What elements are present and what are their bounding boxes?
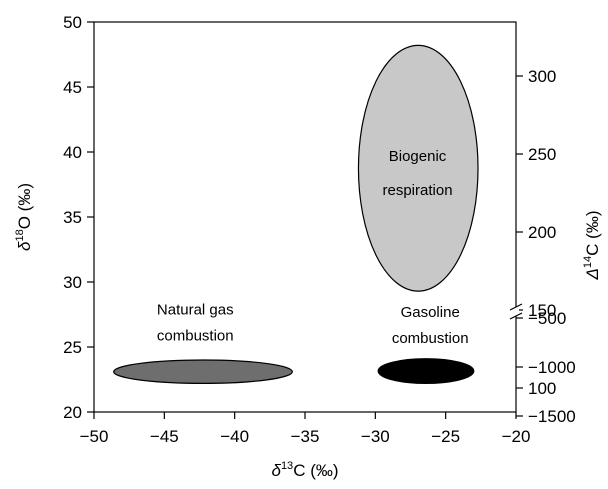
biogenic-respiration-label-line-1: Biogenic [389,148,447,165]
y-right-tick-label: 300 [528,67,556,86]
biogenic-respiration-region [357,44,479,292]
y-right-tick-label: 100 [528,379,556,398]
y-left-tick-label: 45 [63,78,82,97]
x-tick-label: −30 [361,427,390,446]
y-right-tick-label: 200 [528,223,556,242]
y-right-tick-label: 150 [528,301,556,320]
x-tick-label: −45 [150,427,179,446]
region-labels: Natural gas combustion Gasoline combustion B… [157,148,469,347]
x-tick-label: −50 [80,427,109,446]
y-left-tick-label: 50 [63,13,82,32]
natural-gas-combustion-region [113,359,293,384]
x-axis-title: δ13C (‰) [271,460,338,480]
x-tick-label: −20 [502,427,531,446]
x-tick-label: −25 [431,427,460,446]
x-tick-label: −40 [220,427,249,446]
natural-gas-combustion-label-line-1: Natural gas [157,302,234,319]
y-axis-left-title: δ18O (‰) [14,183,34,251]
right-axis-break [509,303,523,320]
y-left-tick-label: 40 [63,143,82,162]
gasoline-combustion-label-line-2: combustion [392,330,469,347]
y-right-tick-label: −500 [528,309,566,328]
biogenic-respiration-label-line-2: respiration [383,182,453,199]
y-left-tick-label: 20 [63,403,82,422]
y-right-tick-label: −1500 [528,407,576,426]
natural-gas-combustion-label-line-2: combustion [157,328,234,345]
regions-layer [113,44,479,384]
axis-break-slash [509,303,523,311]
y-right-tick-label: 250 [528,145,556,164]
x-tick-label: −35 [291,427,320,446]
y-axis-right-title: Δ14C (‰) [582,211,602,281]
y-left-tick-label: 30 [63,273,82,292]
ticks-layer: −50 −45 −40 −35 −30 −25 −20 20 25 30 35 40 45 50 100 15… [63,13,576,446]
axis-break-slash [509,312,523,320]
axis-break-gap [513,307,519,316]
y-left-tick-label: 35 [63,208,82,227]
y-right-tick-label: −1000 [528,358,576,377]
y-left-tick-label: 25 [63,338,82,357]
gasoline-combustion-region [377,358,475,384]
gasoline-combustion-label-line-1: Gasoline [401,304,460,321]
